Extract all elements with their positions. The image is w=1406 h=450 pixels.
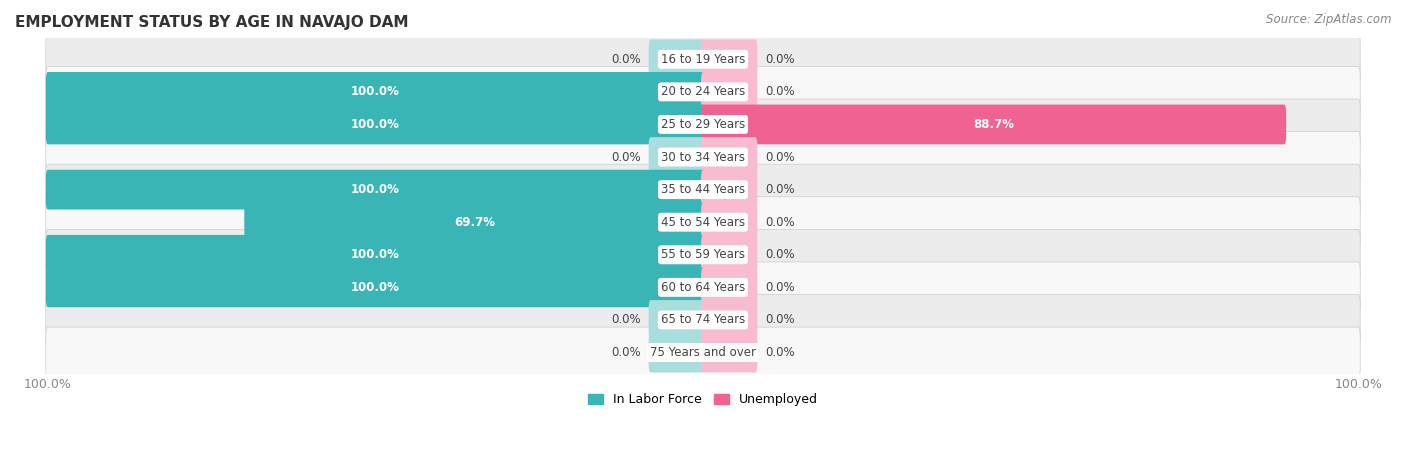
FancyBboxPatch shape (702, 300, 758, 340)
Text: 0.0%: 0.0% (612, 346, 641, 359)
FancyBboxPatch shape (46, 104, 704, 144)
FancyBboxPatch shape (702, 202, 758, 242)
Text: EMPLOYMENT STATUS BY AGE IN NAVAJO DAM: EMPLOYMENT STATUS BY AGE IN NAVAJO DAM (15, 15, 409, 30)
FancyBboxPatch shape (46, 267, 704, 307)
Text: 45 to 54 Years: 45 to 54 Years (661, 216, 745, 229)
Text: 0.0%: 0.0% (612, 314, 641, 326)
FancyBboxPatch shape (702, 235, 758, 274)
FancyBboxPatch shape (46, 72, 704, 112)
Text: 60 to 64 Years: 60 to 64 Years (661, 281, 745, 294)
FancyBboxPatch shape (702, 137, 758, 177)
Text: 100.0%: 100.0% (352, 86, 399, 99)
Text: 0.0%: 0.0% (765, 346, 794, 359)
FancyBboxPatch shape (46, 262, 1360, 313)
FancyBboxPatch shape (46, 230, 1360, 280)
FancyBboxPatch shape (46, 170, 704, 210)
Text: 65 to 74 Years: 65 to 74 Years (661, 314, 745, 326)
Text: 0.0%: 0.0% (765, 314, 794, 326)
FancyBboxPatch shape (648, 137, 704, 177)
Text: 0.0%: 0.0% (765, 248, 794, 261)
Text: 100.0%: 100.0% (352, 281, 399, 294)
FancyBboxPatch shape (46, 34, 1360, 85)
Text: 100.0%: 100.0% (352, 183, 399, 196)
Text: 0.0%: 0.0% (612, 53, 641, 66)
Text: 0.0%: 0.0% (765, 183, 794, 196)
Text: 88.7%: 88.7% (973, 118, 1014, 131)
Text: 0.0%: 0.0% (765, 86, 794, 99)
Text: 25 to 29 Years: 25 to 29 Years (661, 118, 745, 131)
FancyBboxPatch shape (46, 327, 1360, 378)
FancyBboxPatch shape (648, 40, 704, 79)
FancyBboxPatch shape (46, 164, 1360, 215)
FancyBboxPatch shape (245, 202, 704, 242)
FancyBboxPatch shape (46, 67, 1360, 117)
FancyBboxPatch shape (702, 40, 758, 79)
Text: 0.0%: 0.0% (765, 281, 794, 294)
FancyBboxPatch shape (702, 104, 1286, 144)
Text: 55 to 59 Years: 55 to 59 Years (661, 248, 745, 261)
Text: 100.0%: 100.0% (352, 248, 399, 261)
FancyBboxPatch shape (46, 99, 1360, 150)
Text: 69.7%: 69.7% (454, 216, 495, 229)
Text: 35 to 44 Years: 35 to 44 Years (661, 183, 745, 196)
Text: 0.0%: 0.0% (612, 151, 641, 163)
FancyBboxPatch shape (648, 300, 704, 340)
Text: Source: ZipAtlas.com: Source: ZipAtlas.com (1267, 14, 1392, 27)
Text: 75 Years and over: 75 Years and over (650, 346, 756, 359)
Text: 0.0%: 0.0% (765, 151, 794, 163)
FancyBboxPatch shape (46, 131, 1360, 182)
Text: 30 to 34 Years: 30 to 34 Years (661, 151, 745, 163)
FancyBboxPatch shape (702, 333, 758, 373)
FancyBboxPatch shape (46, 197, 1360, 248)
Text: 0.0%: 0.0% (765, 216, 794, 229)
FancyBboxPatch shape (46, 235, 704, 274)
Text: 16 to 19 Years: 16 to 19 Years (661, 53, 745, 66)
Text: 0.0%: 0.0% (765, 53, 794, 66)
FancyBboxPatch shape (702, 72, 758, 112)
FancyBboxPatch shape (702, 267, 758, 307)
Legend: In Labor Force, Unemployed: In Labor Force, Unemployed (583, 388, 823, 411)
FancyBboxPatch shape (702, 170, 758, 210)
FancyBboxPatch shape (648, 333, 704, 373)
Text: 20 to 24 Years: 20 to 24 Years (661, 86, 745, 99)
FancyBboxPatch shape (46, 295, 1360, 345)
Text: 100.0%: 100.0% (352, 118, 399, 131)
